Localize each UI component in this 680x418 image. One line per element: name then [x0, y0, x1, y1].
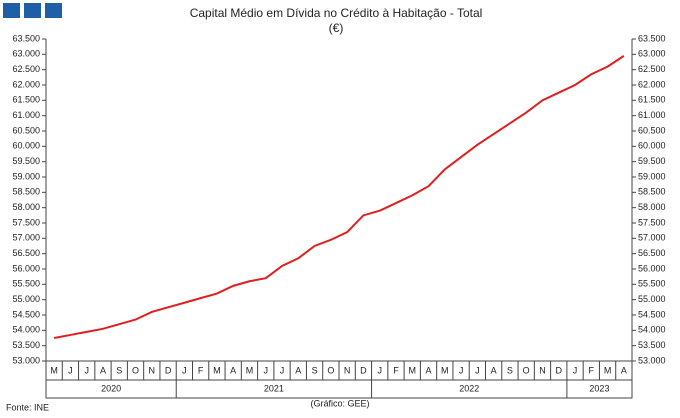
y-tick-label: 56.500: [12, 248, 40, 258]
x-tick-label: J: [84, 365, 89, 375]
logo-block: [45, 3, 62, 18]
y2-tick-label: 54.500: [638, 309, 666, 319]
y-tick-label: 57.500: [12, 217, 40, 227]
x-tick-label: S: [507, 365, 513, 375]
y-tick-label: 58.500: [12, 187, 40, 197]
source: Fonte: INE: [6, 402, 49, 412]
x-group-label: 2022: [459, 383, 479, 393]
y2-tick-label: 61.500: [638, 95, 666, 105]
x-tick-label: N: [344, 365, 351, 375]
y2-tick-label: 55.000: [638, 294, 666, 304]
x-tick-label: M: [409, 365, 417, 375]
x-tick-label: M: [246, 365, 254, 375]
y-tick-label: 59.500: [12, 156, 40, 166]
y2-tick-label: 61.000: [638, 110, 666, 120]
y-tick-label: 60.000: [12, 141, 40, 151]
x-tick-label: A: [491, 365, 497, 375]
x-tick-label: J: [459, 365, 464, 375]
x-tick-label: A: [295, 365, 301, 375]
x-tick-label: N: [149, 365, 156, 375]
y2-tick-label: 57.000: [638, 233, 666, 243]
y2-tick-label: 63.000: [638, 49, 666, 59]
x-tick-label: O: [523, 365, 530, 375]
x-group-label: 2021: [264, 383, 284, 393]
x-tick-label: A: [230, 365, 236, 375]
y-tick-label: 62.000: [12, 79, 40, 89]
y-tick-label: 56.000: [12, 263, 40, 273]
chart-subtitle: (€): [329, 21, 344, 35]
y-tick-label: 55.500: [12, 279, 40, 289]
x-tick-label: J: [264, 365, 269, 375]
x-group-label: 2023: [589, 383, 609, 393]
y-tick-label: 63.000: [12, 49, 40, 59]
x-tick-label: O: [132, 365, 139, 375]
x-tick-label: D: [165, 365, 172, 375]
y-tick-label: 53.000: [12, 355, 40, 365]
y-tick-label: 63.500: [12, 33, 40, 43]
y-tick-label: 61.000: [12, 110, 40, 120]
x-tick-label: D: [360, 365, 367, 375]
x-tick-label: D: [556, 365, 563, 375]
y2-tick-label: 62.000: [638, 79, 666, 89]
y-tick-label: 53.500: [12, 340, 40, 350]
credit: (Gráfico: GEE): [310, 398, 369, 408]
y2-tick-label: 59.500: [638, 156, 666, 166]
y-tick-label: 57.000: [12, 233, 40, 243]
x-tick-label: J: [182, 365, 187, 375]
chart-title: Capital Médio em Dívida no Crédito à Hab…: [190, 6, 483, 20]
x-tick-label: O: [327, 365, 334, 375]
x-tick-label: M: [604, 365, 612, 375]
y-tick-label: 61.500: [12, 95, 40, 105]
x-tick-label: F: [198, 365, 204, 375]
y2-tick-label: 60.000: [638, 141, 666, 151]
x-tick-label: S: [312, 365, 318, 375]
x-tick-label: A: [100, 365, 106, 375]
line-series: [53, 55, 625, 339]
y2-tick-label: 54.000: [638, 325, 666, 335]
x-tick-label: N: [539, 365, 546, 375]
x-tick-label: A: [621, 365, 627, 375]
y2-tick-label: 56.000: [638, 263, 666, 273]
x-tick-label: J: [377, 365, 382, 375]
x-tick-label: M: [213, 365, 221, 375]
x-tick-label: M: [441, 365, 449, 375]
y2-tick-label: 58.000: [638, 202, 666, 212]
x-tick-label: J: [280, 365, 285, 375]
y2-tick-label: 62.500: [638, 64, 666, 74]
logo-block: [24, 3, 41, 18]
y2-tick-label: 55.500: [638, 279, 666, 289]
y2-tick-label: 53.500: [638, 340, 666, 350]
y-tick-label: 54.000: [12, 325, 40, 335]
y2-tick-label: 58.500: [638, 187, 666, 197]
x-tick-label: F: [589, 365, 595, 375]
y-tick-label: 60.500: [12, 125, 40, 135]
x-tick-label: A: [426, 365, 432, 375]
y2-tick-label: 63.500: [638, 33, 666, 43]
y2-tick-label: 53.000: [638, 355, 666, 365]
x-tick-label: J: [573, 365, 578, 375]
y2-tick-label: 57.500: [638, 217, 666, 227]
x-tick-label: J: [68, 365, 73, 375]
y-tick-label: 59.000: [12, 171, 40, 181]
y-tick-label: 58.000: [12, 202, 40, 212]
x-tick-label: F: [393, 365, 399, 375]
y-tick-label: 54.500: [12, 309, 40, 319]
x-tick-label: M: [50, 365, 58, 375]
y-tick-label: 62.500: [12, 64, 40, 74]
logo-block: [3, 3, 20, 18]
y2-tick-label: 59.000: [638, 171, 666, 181]
y2-tick-label: 60.500: [638, 125, 666, 135]
x-tick-label: S: [116, 365, 122, 375]
y2-tick-label: 56.500: [638, 248, 666, 258]
y-tick-label: 55.000: [12, 294, 40, 304]
x-group-label: 2020: [101, 383, 121, 393]
x-tick-label: J: [475, 365, 480, 375]
